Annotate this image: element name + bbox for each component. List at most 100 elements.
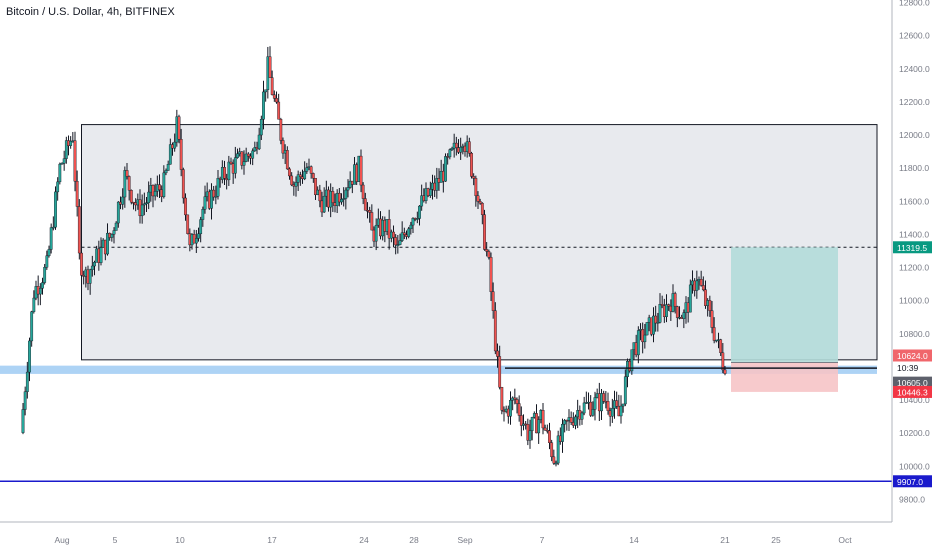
candle-down: [402, 232, 406, 235]
candle-down: [290, 175, 294, 186]
y-tick-label: 10800.0: [899, 329, 930, 339]
candle-down: [151, 185, 155, 197]
candle-up: [210, 189, 213, 209]
current-price-label-bg: [893, 376, 932, 389]
y-tick-label: 12600.0: [899, 31, 930, 41]
candle-up: [236, 153, 239, 158]
candle-up: [448, 149, 452, 158]
candle-down: [660, 304, 664, 306]
candle-up: [621, 403, 625, 407]
candle-up: [106, 232, 109, 255]
candle-down: [543, 427, 547, 431]
candle-up: [530, 416, 534, 431]
entry-price-label-bg: [893, 349, 932, 362]
countdown-label: 10:39: [897, 363, 919, 373]
candle-up: [591, 409, 595, 416]
candle-up: [194, 238, 198, 244]
candle-down: [485, 249, 489, 252]
candle-up: [153, 191, 157, 197]
support-price-label-bg: [893, 475, 932, 488]
candle-up: [116, 201, 120, 224]
candle-up: [556, 435, 560, 464]
countdown-label-bg: [893, 361, 932, 374]
candle-up: [203, 196, 207, 210]
x-tick-label: Aug: [54, 535, 69, 545]
candle-up: [509, 400, 512, 417]
candle-down: [392, 231, 395, 238]
candle-up: [342, 198, 346, 200]
candle-down: [277, 101, 281, 120]
candle-down: [673, 293, 677, 307]
candle-down: [478, 201, 482, 204]
candle-down: [654, 315, 658, 324]
x-tick-label: 14: [629, 535, 639, 545]
candle-up: [450, 148, 454, 150]
candle-down: [314, 178, 317, 195]
candle-up: [444, 156, 447, 182]
candle-down: [667, 304, 671, 307]
candle-down: [268, 56, 272, 78]
candle-up: [253, 147, 257, 152]
candle-down: [565, 420, 569, 422]
candle-down: [279, 119, 283, 141]
candle-up: [28, 340, 31, 373]
x-tick-label: 7: [540, 535, 545, 545]
candle-down: [318, 189, 322, 202]
candle-down: [467, 141, 471, 154]
candle-up: [652, 315, 655, 335]
entry-price-label: 10624.0: [897, 351, 928, 361]
candle-up: [214, 196, 218, 198]
candle-up: [56, 181, 60, 193]
candle-up: [244, 153, 248, 162]
candle-up: [69, 140, 73, 146]
candle-down: [487, 251, 491, 258]
candle-up: [166, 164, 170, 171]
candle-up: [636, 330, 640, 356]
candle-up: [142, 203, 146, 206]
candle-up: [580, 412, 584, 420]
candle-up: [528, 430, 532, 441]
candles-group: [21, 46, 727, 467]
candle-up: [147, 191, 151, 203]
target-zone: [731, 247, 838, 363]
candle-down: [615, 400, 619, 407]
candle-down: [177, 116, 181, 140]
candle-up: [619, 405, 623, 417]
candle-up: [600, 393, 603, 412]
candle-down: [541, 410, 545, 429]
candle-down: [158, 184, 161, 190]
x-tick-label: 25: [771, 535, 781, 545]
y-tick-label: 10200.0: [899, 428, 930, 438]
target-price-label-bg: [893, 241, 932, 254]
candle-down: [125, 170, 129, 177]
candle-up: [164, 170, 168, 174]
candle-up: [610, 408, 614, 417]
candle-down: [75, 181, 79, 207]
candle-up: [344, 189, 348, 199]
candle-down: [470, 153, 473, 177]
candle-down: [387, 219, 391, 239]
candle-up: [60, 163, 64, 165]
candle-down: [480, 202, 484, 215]
candle-up: [582, 402, 586, 414]
y-tick-label: 11800.0: [899, 163, 929, 173]
candle-down: [359, 155, 363, 186]
candle-up: [30, 311, 34, 342]
candle-down: [552, 456, 556, 464]
candle-up: [561, 423, 564, 442]
candle-down: [229, 161, 233, 164]
candle-down: [73, 140, 77, 182]
candle-down: [675, 306, 679, 318]
candle-down: [368, 210, 372, 213]
candle-down: [489, 257, 493, 292]
candle-up: [296, 174, 300, 183]
candle-down: [311, 173, 315, 179]
candle-up: [374, 224, 378, 242]
candle-up: [110, 234, 114, 238]
candle-down: [394, 237, 398, 246]
y-tick-label: 10400.0: [899, 395, 930, 405]
candle-up: [623, 376, 627, 405]
candle-down: [223, 167, 226, 179]
